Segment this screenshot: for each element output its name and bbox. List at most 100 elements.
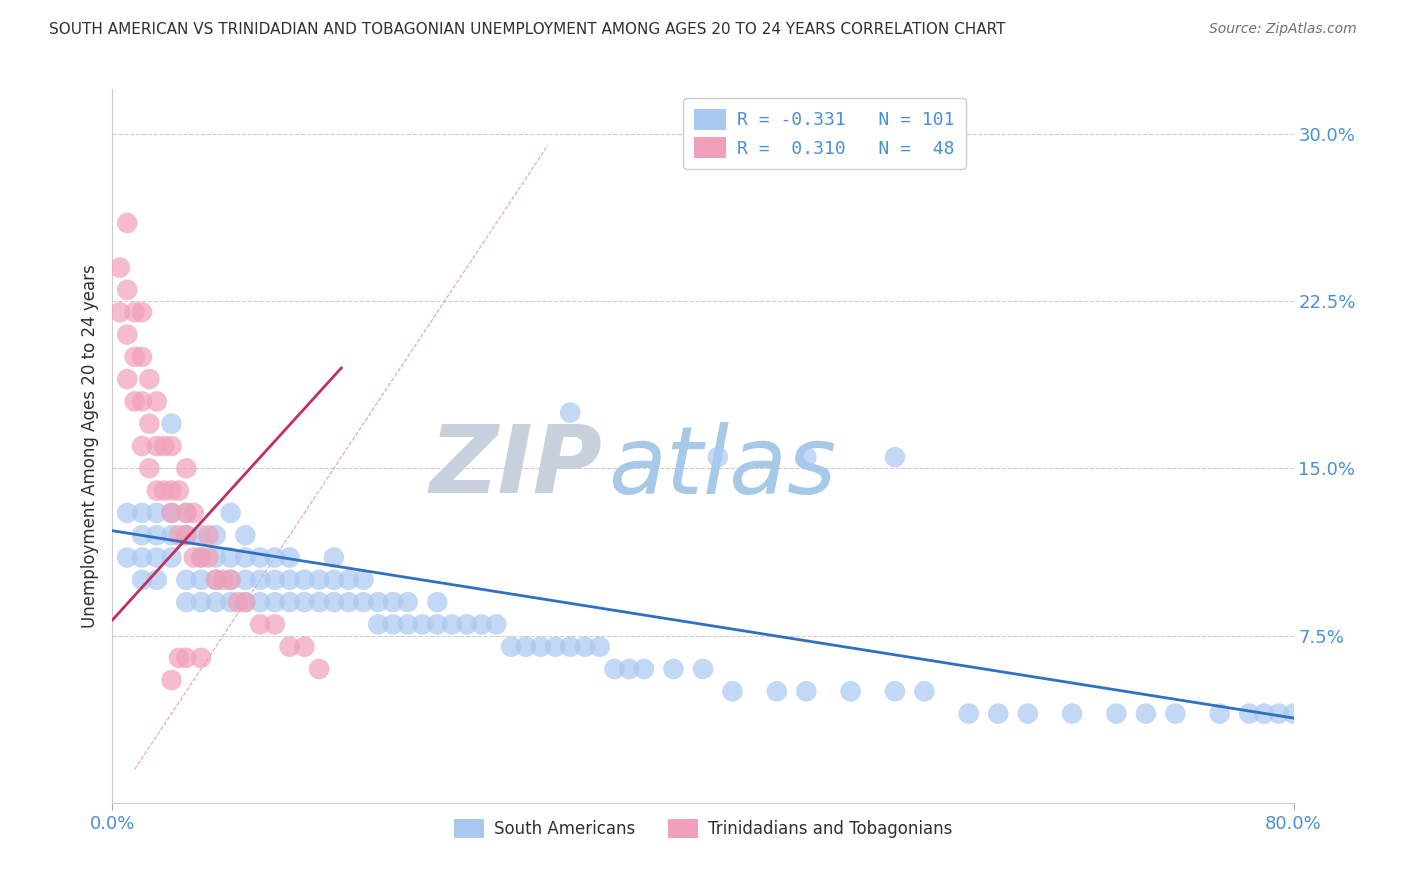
Point bbox=[131, 439, 153, 453]
Point bbox=[117, 283, 138, 297]
Point bbox=[352, 573, 374, 587]
Point bbox=[138, 372, 160, 386]
Point bbox=[233, 528, 256, 542]
Point bbox=[396, 617, 419, 632]
Point bbox=[1253, 706, 1275, 721]
Point bbox=[264, 550, 287, 565]
Point bbox=[839, 684, 862, 698]
Point bbox=[278, 595, 301, 609]
Point bbox=[197, 550, 219, 565]
Point bbox=[212, 573, 235, 587]
Point bbox=[292, 573, 315, 587]
Point bbox=[308, 662, 330, 676]
Point bbox=[323, 573, 346, 587]
Point bbox=[1135, 706, 1157, 721]
Point bbox=[396, 595, 419, 609]
Point bbox=[796, 450, 818, 464]
Point bbox=[588, 640, 610, 654]
Point bbox=[544, 640, 567, 654]
Point bbox=[183, 550, 205, 565]
Point bbox=[633, 662, 655, 676]
Point bbox=[190, 550, 212, 565]
Point bbox=[205, 595, 228, 609]
Point bbox=[1208, 706, 1232, 721]
Point bbox=[721, 684, 744, 698]
Point bbox=[131, 550, 153, 565]
Point bbox=[124, 305, 146, 319]
Point bbox=[766, 684, 789, 698]
Point bbox=[308, 573, 330, 587]
Point bbox=[183, 506, 205, 520]
Point bbox=[501, 640, 523, 654]
Point bbox=[131, 528, 153, 542]
Point bbox=[233, 595, 256, 609]
Point bbox=[382, 595, 405, 609]
Point bbox=[558, 405, 582, 419]
Point bbox=[574, 640, 596, 654]
Point bbox=[367, 595, 389, 609]
Point bbox=[456, 617, 478, 632]
Point bbox=[160, 506, 183, 520]
Point bbox=[292, 640, 315, 654]
Point bbox=[146, 394, 169, 409]
Point bbox=[619, 662, 641, 676]
Point bbox=[160, 550, 183, 565]
Point bbox=[529, 640, 551, 654]
Point bbox=[219, 550, 242, 565]
Point bbox=[160, 439, 183, 453]
Point bbox=[108, 260, 131, 275]
Point bbox=[174, 595, 197, 609]
Point bbox=[515, 640, 537, 654]
Point bbox=[692, 662, 714, 676]
Point bbox=[190, 651, 212, 665]
Point bbox=[987, 706, 1010, 721]
Point bbox=[146, 483, 169, 498]
Point bbox=[146, 506, 169, 520]
Point bbox=[323, 595, 346, 609]
Point bbox=[558, 640, 582, 654]
Point bbox=[884, 684, 907, 698]
Text: Source: ZipAtlas.com: Source: ZipAtlas.com bbox=[1209, 22, 1357, 37]
Point bbox=[131, 305, 153, 319]
Point bbox=[138, 461, 160, 475]
Point bbox=[662, 662, 685, 676]
Point bbox=[160, 528, 183, 542]
Point bbox=[264, 573, 287, 587]
Point bbox=[426, 617, 449, 632]
Text: atlas: atlas bbox=[609, 422, 837, 513]
Point bbox=[160, 673, 183, 687]
Point bbox=[219, 573, 242, 587]
Point bbox=[117, 327, 138, 342]
Point bbox=[117, 550, 138, 565]
Point bbox=[124, 350, 146, 364]
Legend: South Americans, Trinidadians and Tobagonians: South Americans, Trinidadians and Tobago… bbox=[447, 812, 959, 845]
Point bbox=[337, 573, 360, 587]
Point bbox=[146, 528, 169, 542]
Point bbox=[153, 483, 176, 498]
Point bbox=[249, 617, 271, 632]
Point bbox=[205, 528, 228, 542]
Point bbox=[249, 595, 271, 609]
Point bbox=[411, 617, 433, 632]
Point bbox=[485, 617, 508, 632]
Point bbox=[1017, 706, 1039, 721]
Point bbox=[233, 573, 256, 587]
Point bbox=[131, 394, 153, 409]
Point bbox=[190, 550, 212, 565]
Point bbox=[108, 305, 131, 319]
Point bbox=[167, 483, 190, 498]
Point bbox=[174, 461, 197, 475]
Point bbox=[337, 595, 360, 609]
Point bbox=[278, 573, 301, 587]
Point bbox=[146, 550, 169, 565]
Point bbox=[174, 528, 197, 542]
Text: SOUTH AMERICAN VS TRINIDADIAN AND TOBAGONIAN UNEMPLOYMENT AMONG AGES 20 TO 24 YE: SOUTH AMERICAN VS TRINIDADIAN AND TOBAGO… bbox=[49, 22, 1005, 37]
Point bbox=[205, 550, 228, 565]
Point bbox=[190, 528, 212, 542]
Point bbox=[205, 573, 228, 587]
Point bbox=[146, 573, 169, 587]
Point bbox=[160, 483, 183, 498]
Point bbox=[1282, 706, 1305, 721]
Point bbox=[131, 350, 153, 364]
Point bbox=[367, 617, 389, 632]
